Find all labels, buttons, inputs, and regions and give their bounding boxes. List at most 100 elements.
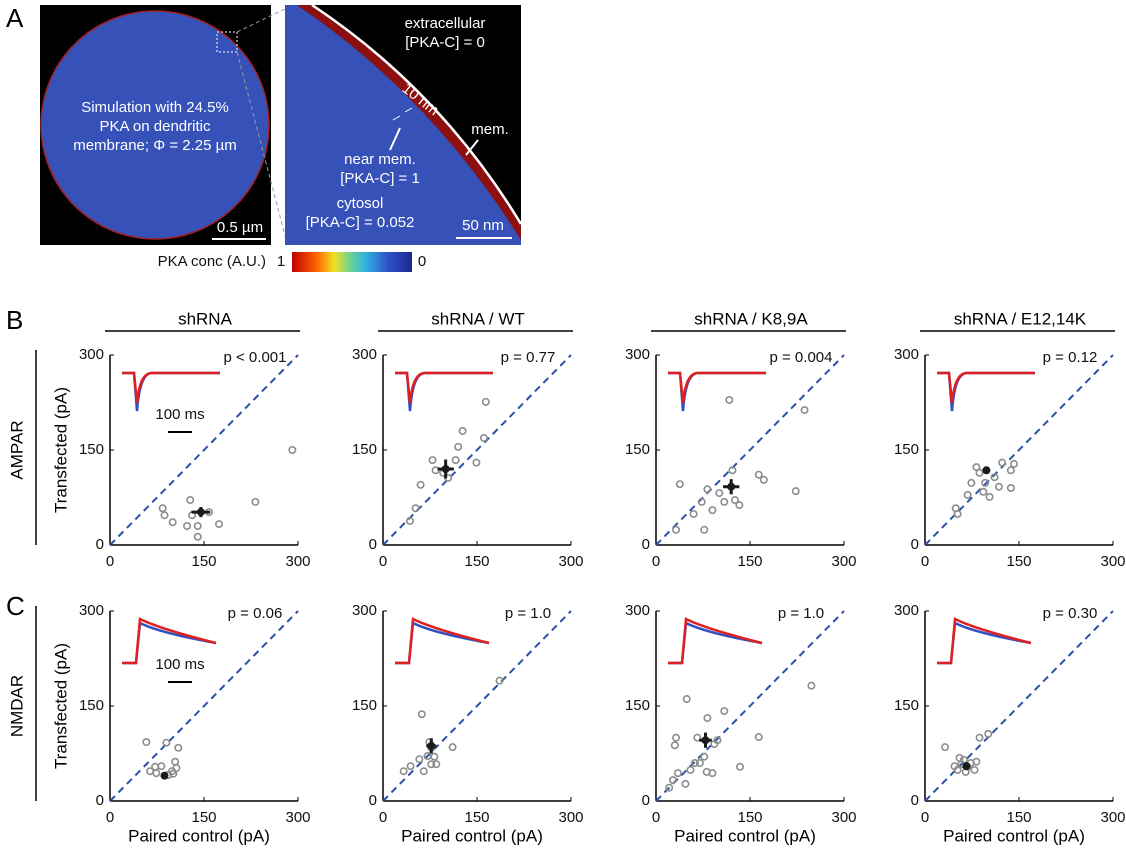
inset-trace xyxy=(668,373,766,403)
cell-point xyxy=(483,399,489,405)
p-value: p = 1.0 xyxy=(505,605,551,622)
cell-point xyxy=(481,435,487,441)
x-tick-label: 300 xyxy=(285,809,310,826)
x-tick-label: 150 xyxy=(191,553,216,570)
mean-point xyxy=(727,483,735,491)
panel-label: C xyxy=(6,591,25,621)
zoom-text: cytosol xyxy=(337,195,384,212)
y-tick-label: 300 xyxy=(625,346,650,363)
cell-point xyxy=(721,499,727,505)
x-tick-label: 150 xyxy=(1006,809,1031,826)
row-label: NMDAR xyxy=(7,675,26,737)
y-tick-label: 0 xyxy=(911,536,919,553)
cell-point xyxy=(455,444,461,450)
x-tick-label: 150 xyxy=(737,553,762,570)
x-tick-label: 150 xyxy=(191,809,216,826)
x-tick-label: 0 xyxy=(106,809,114,826)
cell-point xyxy=(677,481,683,487)
y-axis-label: Transfected (pA) xyxy=(51,387,70,513)
cell-point xyxy=(684,696,690,702)
cell-point xyxy=(996,484,1002,490)
cell-point xyxy=(449,744,455,750)
x-tick-label: 150 xyxy=(737,809,762,826)
y-tick-label: 0 xyxy=(96,792,104,809)
cell-point xyxy=(704,486,710,492)
inset-trace xyxy=(937,373,1035,403)
identity-line xyxy=(656,355,844,545)
cell-point xyxy=(793,488,799,494)
cell-point xyxy=(161,512,167,518)
mean-point xyxy=(442,465,450,473)
cell-point xyxy=(942,744,948,750)
cell-point xyxy=(980,489,986,495)
mean-point xyxy=(427,742,435,750)
cell-point xyxy=(473,459,479,465)
x-axis-label: Paired control (pA) xyxy=(401,826,543,845)
cell-point xyxy=(1011,461,1017,467)
x-axis-label: Paired control (pA) xyxy=(674,826,816,845)
cell-point xyxy=(400,768,406,774)
y-tick-label: 150 xyxy=(894,441,919,458)
y-tick-label: 150 xyxy=(625,441,650,458)
cell-point xyxy=(459,428,465,434)
y-tick-label: 150 xyxy=(352,441,377,458)
cell-point xyxy=(756,734,762,740)
cell-point xyxy=(1008,485,1014,491)
cell-point xyxy=(158,763,164,769)
cell-point xyxy=(675,770,681,776)
cell-point xyxy=(701,527,707,533)
mean-point xyxy=(962,762,970,770)
y-tick-label: 0 xyxy=(369,536,377,553)
cell-point xyxy=(172,759,178,765)
cell-point xyxy=(701,753,707,759)
x-tick-label: 300 xyxy=(558,809,583,826)
row-label: AMPAR xyxy=(7,420,26,479)
panel-label: B xyxy=(6,305,23,335)
y-axis-label: Transfected (pA) xyxy=(51,643,70,769)
scale-label: 100 ms xyxy=(155,656,204,673)
y-tick-label: 150 xyxy=(894,697,919,714)
cell-point xyxy=(761,477,767,483)
identity-line xyxy=(383,355,571,545)
cell-point xyxy=(159,505,165,511)
y-tick-label: 150 xyxy=(352,697,377,714)
y-tick-label: 300 xyxy=(352,346,377,363)
p-value: p = 0.004 xyxy=(770,349,833,366)
y-tick-label: 150 xyxy=(79,441,104,458)
cell-point xyxy=(976,470,982,476)
scale-label: 50 nm xyxy=(462,217,504,234)
x-tick-label: 300 xyxy=(285,553,310,570)
cell-point xyxy=(737,764,743,770)
x-tick-label: 0 xyxy=(652,809,660,826)
cell-point xyxy=(175,745,181,751)
cell-point xyxy=(169,519,175,525)
cell-point xyxy=(421,768,427,774)
y-tick-label: 300 xyxy=(79,346,104,363)
cell-point xyxy=(417,482,423,488)
colorbar-label: PKA conc (A.U.) xyxy=(158,253,266,270)
cell-point xyxy=(431,753,437,759)
cell-point xyxy=(964,492,970,498)
x-tick-label: 300 xyxy=(831,553,856,570)
y-tick-label: 0 xyxy=(642,536,650,553)
cell-point xyxy=(152,764,158,770)
cell-point xyxy=(673,527,679,533)
x-tick-label: 0 xyxy=(106,553,114,570)
p-value: p < 0.001 xyxy=(224,349,287,366)
y-tick-label: 300 xyxy=(79,602,104,619)
zoom-text: [PKA-C] = 0.052 xyxy=(306,214,415,231)
cell-point xyxy=(801,407,807,413)
cell-point xyxy=(216,521,222,527)
colorbar-tick: 0 xyxy=(418,253,426,270)
cell-point xyxy=(184,523,190,529)
x-tick-label: 150 xyxy=(464,553,489,570)
cell-point xyxy=(716,490,722,496)
cell-point xyxy=(407,763,413,769)
cell-point xyxy=(672,742,678,748)
cell-point xyxy=(673,734,679,740)
y-tick-label: 300 xyxy=(625,602,650,619)
cell-point xyxy=(289,447,295,453)
column-title: shRNA / K8,9A xyxy=(694,309,808,328)
zoom-text: near mem. xyxy=(344,151,416,168)
scale-label: 100 ms xyxy=(155,406,204,423)
